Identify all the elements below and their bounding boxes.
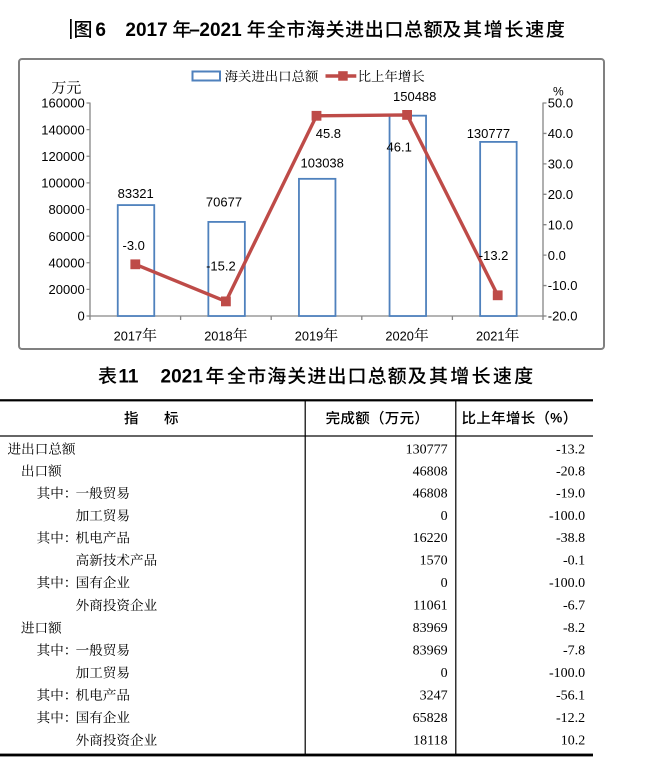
- svg-text:46.1: 46.1: [387, 139, 412, 154]
- svg-text:-6.7: -6.7: [563, 599, 585, 614]
- svg-text:46808: 46808: [413, 464, 448, 479]
- svg-text:0.0: 0.0: [548, 248, 566, 263]
- svg-text:%: %: [550, 410, 562, 425]
- svg-text:11: 11: [118, 367, 139, 388]
- svg-text:0: 0: [441, 509, 448, 524]
- svg-text:-20.0: -20.0: [548, 309, 578, 324]
- svg-text:18118: 18118: [413, 734, 447, 749]
- svg-text:40.0: 40.0: [548, 126, 573, 141]
- svg-text:103038: 103038: [301, 156, 344, 171]
- svg-text:130777: 130777: [467, 126, 510, 141]
- svg-text:0: 0: [441, 666, 448, 681]
- svg-text:40000: 40000: [49, 255, 85, 270]
- svg-text:20.0: 20.0: [548, 187, 573, 202]
- svg-text:50.0: 50.0: [548, 96, 573, 111]
- svg-text:2017: 2017: [114, 328, 142, 343]
- svg-text:30.0: 30.0: [548, 157, 573, 172]
- svg-text:45.8: 45.8: [316, 126, 341, 141]
- svg-text:-56.1: -56.1: [556, 688, 585, 703]
- svg-text:2021: 2021: [199, 20, 242, 41]
- svg-text:10.0: 10.0: [548, 217, 573, 232]
- svg-text:-7.8: -7.8: [563, 643, 585, 658]
- svg-text:80000: 80000: [49, 202, 85, 217]
- svg-text:-38.8: -38.8: [556, 531, 585, 546]
- svg-text:83969: 83969: [413, 643, 448, 658]
- svg-text:150488: 150488: [393, 89, 436, 104]
- svg-text:83321: 83321: [118, 186, 154, 201]
- svg-text:–: –: [189, 20, 200, 41]
- svg-text:-13.2: -13.2: [479, 248, 509, 263]
- svg-text:2021: 2021: [476, 328, 504, 343]
- svg-text:3247: 3247: [420, 688, 448, 703]
- svg-text:46808: 46808: [413, 487, 448, 502]
- svg-text:1570: 1570: [420, 554, 448, 569]
- svg-text:-19.0: -19.0: [556, 487, 585, 502]
- svg-text:11061: 11061: [413, 599, 447, 614]
- svg-text:2018: 2018: [204, 328, 232, 343]
- svg-text:-0.1: -0.1: [563, 554, 585, 569]
- svg-text:-12.2: -12.2: [556, 711, 585, 726]
- svg-text:16220: 16220: [413, 531, 448, 546]
- svg-text:0: 0: [77, 309, 84, 324]
- svg-text:10.2: 10.2: [561, 734, 586, 749]
- svg-text:-15.2: -15.2: [206, 259, 236, 274]
- svg-text:60000: 60000: [49, 229, 85, 244]
- svg-text:20000: 20000: [49, 282, 85, 297]
- svg-text:2019: 2019: [295, 328, 323, 343]
- svg-text:120000: 120000: [41, 149, 84, 164]
- svg-text:-100.0: -100.0: [549, 509, 585, 524]
- svg-text:-8.2: -8.2: [563, 621, 585, 636]
- svg-text:6: 6: [95, 20, 106, 41]
- svg-text:%: %: [553, 84, 564, 98]
- svg-text:100000: 100000: [41, 176, 84, 191]
- svg-text:-13.2: -13.2: [556, 442, 585, 457]
- svg-text:-100.0: -100.0: [549, 576, 585, 591]
- svg-text:65828: 65828: [413, 711, 448, 726]
- svg-text:-10.0: -10.0: [548, 278, 578, 293]
- svg-text:2020: 2020: [385, 328, 413, 343]
- svg-text:140000: 140000: [41, 122, 84, 137]
- svg-text:-20.8: -20.8: [556, 464, 585, 479]
- svg-text:2021: 2021: [161, 367, 204, 388]
- svg-text:130777: 130777: [406, 442, 448, 457]
- svg-text:83969: 83969: [413, 621, 448, 636]
- svg-text:70677: 70677: [206, 195, 242, 210]
- svg-text:-100.0: -100.0: [549, 666, 585, 681]
- svg-text:0: 0: [441, 576, 448, 591]
- svg-text:-3.0: -3.0: [122, 238, 144, 253]
- svg-text:2017: 2017: [125, 20, 167, 41]
- svg-text:160000: 160000: [41, 96, 84, 111]
